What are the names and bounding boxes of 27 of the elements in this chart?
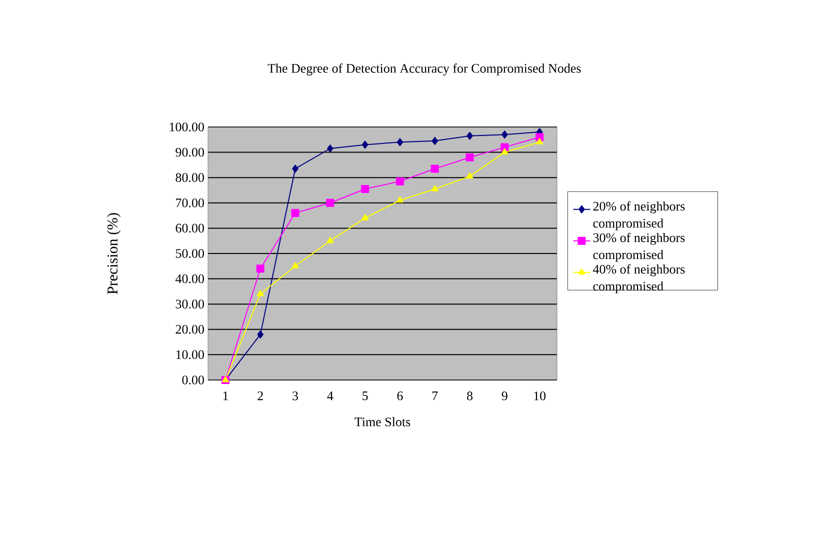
x-tick-label: 10	[534, 392, 546, 400]
legend-label: 20% of neighbors compromised	[593, 201, 685, 230]
y-tick-label: 30.00	[176, 300, 204, 309]
y-tick-label: 60.00	[176, 224, 204, 233]
legend-label: 30% of neighbors compromised	[593, 232, 685, 262]
y-tick-label: 70.00	[176, 198, 204, 208]
chart-title: The Degree of Detection Accuracy for Compromised Nodes	[268, 63, 581, 76]
y-tick-label: 50.00	[176, 249, 204, 258]
x-tick-label: 5	[362, 392, 368, 400]
x-tick-label: 4	[327, 392, 334, 400]
x-tick-label: 7	[432, 392, 438, 400]
y-tick-label: 80.00	[176, 173, 204, 182]
y-tick-label: 100.00	[170, 122, 204, 132]
x-tick-label: 9	[502, 392, 508, 400]
y-tick-label: 90.00	[176, 148, 204, 157]
x-tick-label: 6	[397, 392, 403, 400]
y-tick-label: 20.00	[176, 324, 204, 334]
x-tick-label: 1	[223, 392, 228, 400]
x-axis-title: Time Slots	[354, 417, 410, 426]
x-tick-label: 8	[467, 392, 473, 400]
y-tick-label: 40.00	[175, 274, 204, 284]
y-axis-title: Precision (%)	[106, 213, 121, 294]
legend-label: 40% of neighbors compromised	[592, 264, 685, 294]
x-tick-label: 3	[292, 392, 298, 400]
x-tick-label: 2	[258, 392, 263, 400]
y-tick-label: 0.00	[182, 376, 204, 384]
y-tick-label: 10.00	[176, 350, 204, 360]
